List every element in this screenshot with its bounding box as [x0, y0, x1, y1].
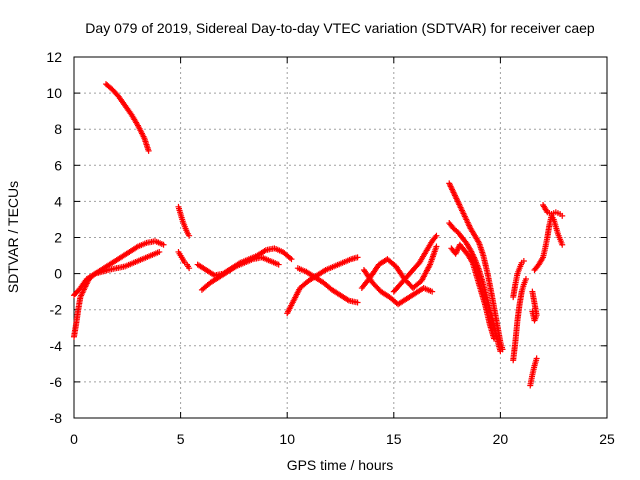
y-axis-ticks: -8 -6 -4 -2 0 2 4 6 8 10 12 — [46, 49, 607, 426]
data-series-arc-5h-spike — [175, 203, 193, 239]
data-marks — [71, 81, 566, 389]
data-series-arc-17h-mid — [446, 220, 504, 355]
data-series-arc-22h-b — [540, 202, 566, 219]
y-tick-label: 4 — [54, 193, 62, 209]
data-series-arc-midday-3 — [284, 254, 361, 317]
data-series-arc-17h-upper — [446, 180, 506, 353]
data-series-arc-20h — [510, 276, 529, 364]
data-series-arc-17h-lower — [448, 241, 498, 342]
y-tick-label: 6 — [54, 157, 62, 173]
data-series-arc-21h-low — [527, 355, 540, 389]
data-series-arc-5h-base — [175, 248, 193, 272]
x-tick-label: 15 — [386, 431, 402, 447]
y-tick-label: -8 — [50, 410, 63, 426]
y-tick-label: -4 — [50, 338, 63, 354]
x-tick-label: 25 — [599, 431, 615, 447]
data-series-arc-afternoon-3 — [390, 232, 440, 295]
y-tick-label: 2 — [54, 230, 62, 246]
data-series-arc-high — [102, 81, 152, 154]
x-tick-label: 10 — [279, 431, 295, 447]
data-series-arc-early-mid — [71, 238, 167, 299]
y-tick-label: -6 — [50, 374, 63, 390]
x-tick-label: 5 — [177, 431, 185, 447]
y-tick-label: 0 — [54, 266, 62, 282]
data-series-arc-22h — [531, 212, 566, 273]
y-tick-label: 8 — [54, 121, 62, 137]
grid — [74, 57, 607, 418]
y-axis-label: SDTVAR / TECUs — [5, 181, 21, 293]
data-series-arc-midday-4 — [294, 265, 361, 306]
chart-title: Day 079 of 2019, Sidereal Day-to-day VTE… — [85, 20, 595, 36]
data-series-arc-afternoon-2 — [360, 266, 436, 308]
x-axis-label: GPS time / hours — [287, 457, 394, 473]
x-axis-ticks: 0 5 10 15 20 25 — [70, 57, 615, 447]
y-tick-label: 10 — [46, 85, 62, 101]
data-series-arc-midday-2 — [198, 254, 282, 293]
x-tick-label: 0 — [70, 431, 78, 447]
y-tick-label: -2 — [50, 302, 63, 318]
data-series-arc-21h-mid — [529, 288, 540, 324]
y-tick-label: 12 — [46, 49, 62, 65]
data-series-arc-20h-b — [510, 257, 527, 301]
x-tick-label: 20 — [493, 431, 509, 447]
